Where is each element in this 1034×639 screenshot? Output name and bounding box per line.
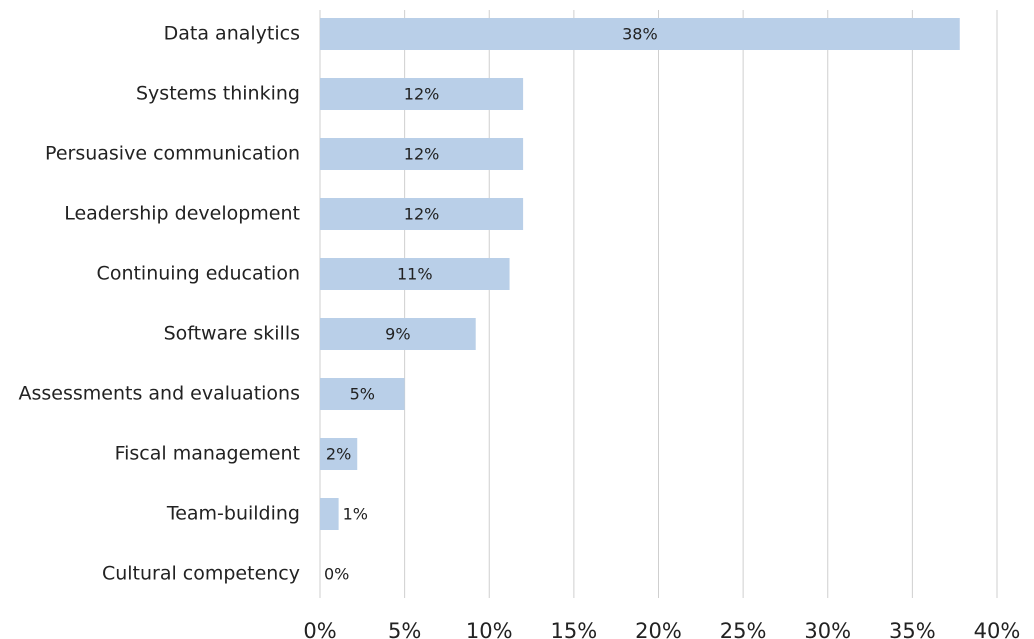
x-tick-label: 15% — [551, 619, 598, 639]
value-label: 12% — [404, 205, 440, 224]
y-tick-label: Team-building — [166, 503, 300, 525]
y-tick-label: Data analytics — [164, 23, 300, 45]
bar — [320, 138, 524, 170]
bar — [320, 78, 524, 110]
value-label: 0% — [324, 565, 349, 584]
x-tick-label: 20% — [635, 619, 682, 639]
x-tick-label: 30% — [804, 619, 851, 639]
bar — [320, 378, 405, 410]
value-label: 38% — [622, 25, 658, 44]
y-tick-label: Leadership development — [64, 203, 300, 225]
y-tick-label: Cultural competency — [102, 563, 300, 585]
x-tick-label: 0% — [303, 619, 336, 639]
y-tick-label: Fiscal management — [115, 443, 300, 465]
x-tick-label: 5% — [388, 619, 421, 639]
value-label: 11% — [397, 265, 433, 284]
y-tick-label: Systems thinking — [136, 83, 300, 105]
y-tick-label: Persuasive communication — [45, 143, 300, 165]
y-tick-label: Assessments and evaluations — [18, 383, 300, 405]
y-tick-label: Software skills — [164, 323, 300, 345]
x-tick-label: 40% — [974, 619, 1021, 639]
x-tick-label: 35% — [889, 619, 936, 639]
bar — [320, 198, 524, 230]
value-label: 5% — [350, 385, 375, 404]
bar — [320, 318, 476, 350]
bar — [320, 438, 358, 470]
value-label: 12% — [404, 85, 440, 104]
value-label: 12% — [404, 145, 440, 164]
bar — [320, 498, 339, 530]
bar — [320, 258, 510, 290]
bar — [320, 18, 960, 50]
y-tick-label: Continuing education — [97, 263, 300, 285]
x-tick-label: 10% — [466, 619, 513, 639]
value-label: 9% — [385, 325, 410, 344]
value-label: 1% — [343, 505, 368, 524]
x-tick-label: 25% — [720, 619, 767, 639]
value-label: 2% — [326, 445, 351, 464]
